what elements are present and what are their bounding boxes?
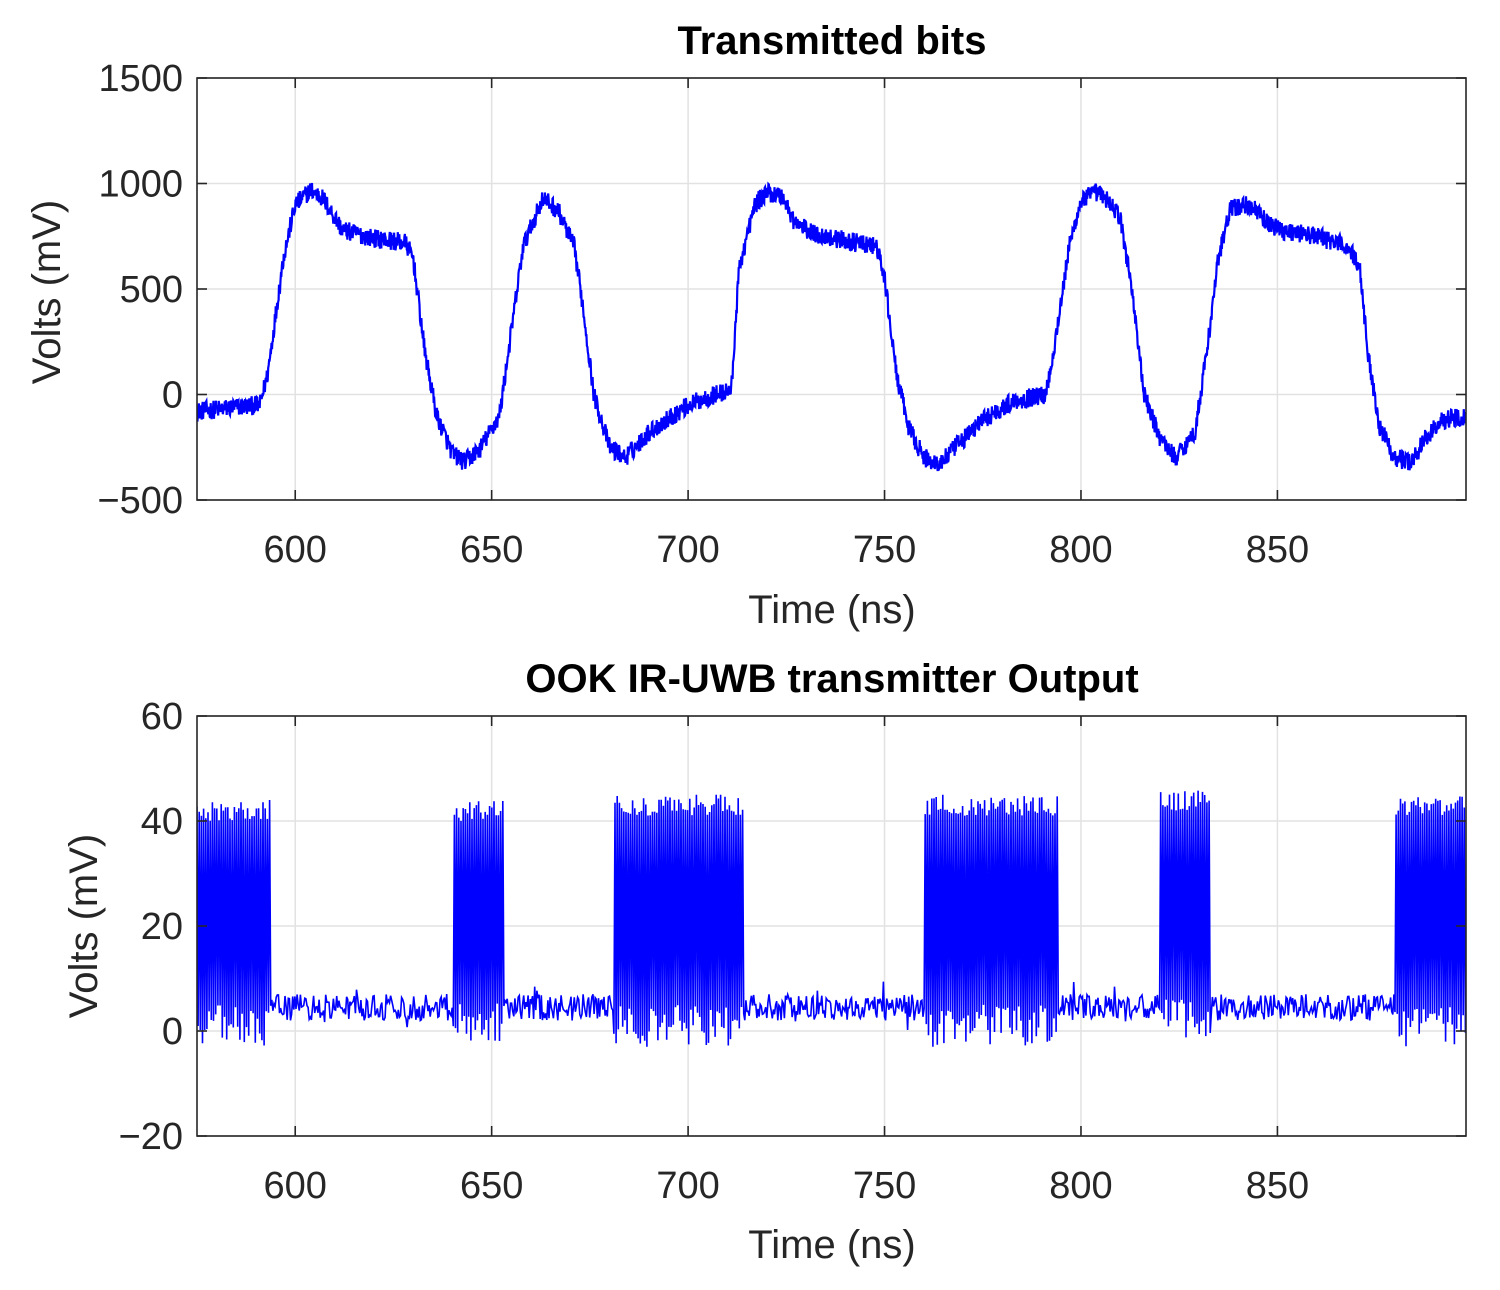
x-tick-label: 850 [1246,1165,1309,1207]
x-tick-label: 750 [853,529,916,571]
chart-ook-output: OOK IR-UWB transmitter Output Time (ns) … [62,657,1467,1267]
x-tick-label: 700 [656,1165,719,1207]
y-tick-label: 40 [141,801,183,843]
y-tick-label: −20 [119,1116,183,1158]
y-axis-label: Volts (mV) [25,200,69,384]
x-tick-label: 800 [1049,1165,1112,1207]
x-tick-label: 750 [853,1165,916,1207]
y-tick-label: −500 [97,480,183,522]
chart-title: Transmitted bits [678,19,987,63]
x-tick-label: 600 [264,529,327,571]
x-axis-label: Time (ns) [748,588,915,632]
y-tick-label: 0 [162,1011,183,1053]
y-tick-label: 1500 [98,58,183,100]
x-tick-label: 650 [460,529,523,571]
series-line [197,790,1466,1047]
y-tick-label: 0 [162,375,183,417]
series-line [197,181,1466,472]
x-tick-label: 600 [264,1165,327,1207]
x-tick-label: 800 [1049,529,1112,571]
y-tick-label: 500 [120,269,183,311]
y-axis-label: Volts (mV) [62,834,106,1018]
chart-transmitted-bits: Transmitted bits Time (ns) Volts (mV) 60… [25,19,1467,632]
x-axis-label: Time (ns) [748,1223,915,1267]
x-tick-label: 700 [656,529,719,571]
x-tick-label: 850 [1246,529,1309,571]
x-tick-label: 650 [460,1165,523,1207]
y-tick-label: 60 [141,696,183,738]
y-tick-label: 20 [141,906,183,948]
y-tick-label: 1000 [98,164,183,206]
chart-title: OOK IR-UWB transmitter Output [525,657,1138,701]
